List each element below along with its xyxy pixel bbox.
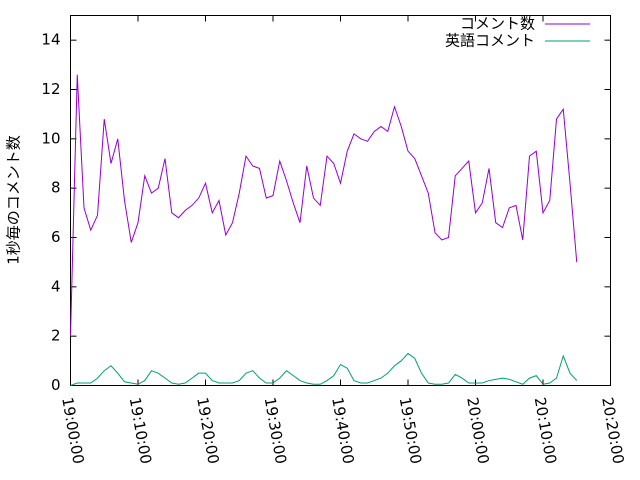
plot-frame xyxy=(70,15,611,386)
y-tick-label: 6 xyxy=(51,228,61,246)
x-tick-label: 19:50:00 xyxy=(396,396,425,465)
x-tick-label: 19:10:00 xyxy=(126,396,155,465)
x-tick-label: 20:20:00 xyxy=(598,396,627,465)
y-tick-label: 10 xyxy=(41,129,60,147)
x-tick-label: 19:20:00 xyxy=(193,396,222,465)
y-tick-label: 2 xyxy=(51,327,61,345)
y-tick-label: 14 xyxy=(41,31,60,49)
x-tick-label: 20:10:00 xyxy=(531,396,560,465)
y-axis-label: 1秒毎のコメント数 xyxy=(5,135,23,265)
y-tick-label: 0 xyxy=(51,376,61,394)
y-tick-label: 8 xyxy=(51,179,61,197)
data-line xyxy=(70,352,578,386)
x-tick-label: 20:00:00 xyxy=(463,396,492,465)
legend-label: コメント数 xyxy=(460,15,535,33)
legend-label: 英語コメント xyxy=(445,32,535,50)
data-line xyxy=(70,74,578,337)
x-tick-label: 19:00:00 xyxy=(58,396,87,465)
x-tick-label: 19:30:00 xyxy=(261,396,290,465)
x-tick-label: 19:40:00 xyxy=(328,396,357,465)
y-tick-label: 12 xyxy=(41,80,60,98)
y-tick-label: 4 xyxy=(51,277,61,295)
